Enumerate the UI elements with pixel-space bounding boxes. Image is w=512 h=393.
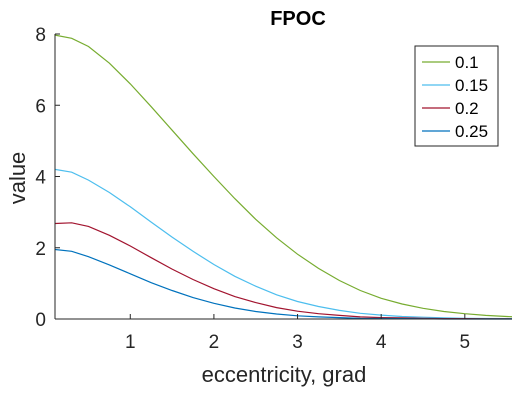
legend-box: [414, 45, 499, 147]
x-tick-label: 4: [376, 332, 387, 353]
series-layer: [54, 34, 512, 320]
x-axis-label: eccentricity, grad: [202, 362, 367, 387]
x-tick-label: 1: [125, 332, 136, 353]
y-axis-label: value: [5, 152, 30, 205]
ticks-layer: 1 2 3 4 5 0 2 4 6 8: [35, 25, 470, 353]
x-tick-label: 3: [292, 332, 303, 353]
legend-label: 0.2: [455, 99, 479, 118]
legend-label: 0.1: [455, 53, 479, 72]
legend: 0.1 0.15 0.2 0.25: [414, 45, 499, 147]
legend-label: 0.25: [455, 122, 488, 141]
series-line-0-15: [54, 168, 512, 320]
series-line-0-1: [54, 34, 512, 318]
chart-title: FPOC: [270, 8, 326, 30]
x-tick-label: 2: [209, 332, 220, 353]
y-tick-label: 8: [35, 25, 46, 46]
y-tick-label: 0: [35, 310, 46, 331]
x-tick-label: 5: [460, 332, 471, 353]
y-tick-label: 4: [35, 168, 46, 189]
y-tick-label: 6: [35, 96, 46, 117]
y-tick-label: 2: [35, 239, 46, 260]
legend-label: 0.15: [455, 76, 488, 95]
